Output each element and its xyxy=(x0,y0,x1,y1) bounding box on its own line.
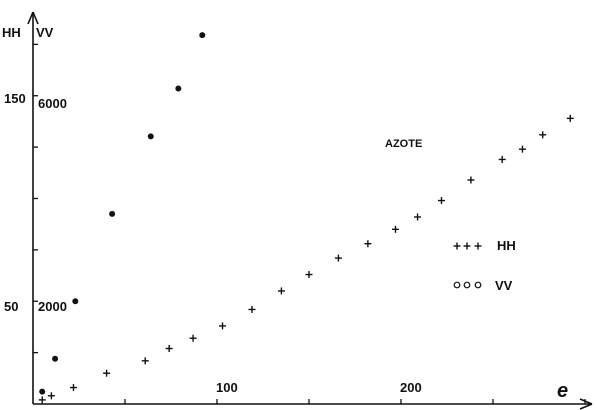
hh-point-20 xyxy=(566,114,574,122)
y-axis-arrow-left xyxy=(27,11,34,25)
vv-point-5 xyxy=(175,85,182,92)
legend-hh-mark-0 xyxy=(453,242,461,250)
hh-point-2 xyxy=(69,384,77,392)
hh-point-18 xyxy=(518,145,526,153)
vv-point-3 xyxy=(109,210,116,217)
hh-point-10 xyxy=(305,271,313,279)
vv-point-6 xyxy=(199,32,206,39)
y-axis-ticks xyxy=(33,43,38,354)
series-hh xyxy=(38,114,574,404)
vv-point-1 xyxy=(52,355,59,362)
hh-point-14 xyxy=(414,213,422,221)
hh-point-13 xyxy=(391,225,399,233)
hh-point-0 xyxy=(38,396,46,404)
y-axis-label-hh: HH xyxy=(2,25,21,40)
x-tick-label-200: 200 xyxy=(400,380,422,395)
hh-point-3 xyxy=(103,369,111,377)
hh-point-5 xyxy=(165,345,173,353)
vv-point-0 xyxy=(39,388,46,395)
legend-hh-label: HH xyxy=(497,238,516,253)
hh-point-19 xyxy=(539,131,547,139)
y-axis-label-vv: VV xyxy=(36,25,54,40)
hh-point-4 xyxy=(141,357,149,365)
y-tick-label-vv-6000: 6000 xyxy=(38,96,67,111)
hh-point-17 xyxy=(498,155,506,163)
x-axis-label: e xyxy=(557,380,568,402)
hh-point-12 xyxy=(364,240,372,248)
x-axis-arrow-bottom xyxy=(579,403,593,410)
hh-point-16 xyxy=(467,176,475,184)
y-axis-arrow-right xyxy=(32,11,39,25)
legend-vv-label: VV xyxy=(495,278,513,293)
legend-hh-marker xyxy=(453,242,482,250)
legend-hh-mark-2 xyxy=(474,242,482,250)
vv-point-2 xyxy=(72,298,79,305)
hh-point-8 xyxy=(248,305,256,313)
legend-vv-mark-0 xyxy=(453,281,461,289)
x-tick-label-100: 100 xyxy=(216,380,238,395)
hh-point-7 xyxy=(219,322,227,330)
legend-hh-mark-1 xyxy=(463,242,471,250)
axes xyxy=(27,11,593,410)
legend-vv-marker xyxy=(453,281,482,289)
hh-point-6 xyxy=(189,334,197,342)
vv-point-4 xyxy=(147,133,154,140)
legend: HH VV xyxy=(453,238,516,293)
hh-point-1 xyxy=(47,392,55,400)
hh-point-11 xyxy=(334,254,342,262)
y-tick-label-hh-50: 50 xyxy=(4,299,18,314)
chart-annotation: AZOTE xyxy=(385,138,422,150)
y-tick-label-hh-150: 150 xyxy=(4,91,26,106)
x-axis-arrow-top xyxy=(579,398,593,405)
legend-vv-mark-2 xyxy=(474,281,482,289)
hh-point-15 xyxy=(437,197,445,205)
hh-point-9 xyxy=(277,287,285,295)
y-tick-label-vv-2000: 2000 xyxy=(38,299,67,314)
x-axis-ticks xyxy=(124,399,586,404)
legend-vv-mark-1 xyxy=(463,281,471,289)
series-vv xyxy=(39,32,206,395)
